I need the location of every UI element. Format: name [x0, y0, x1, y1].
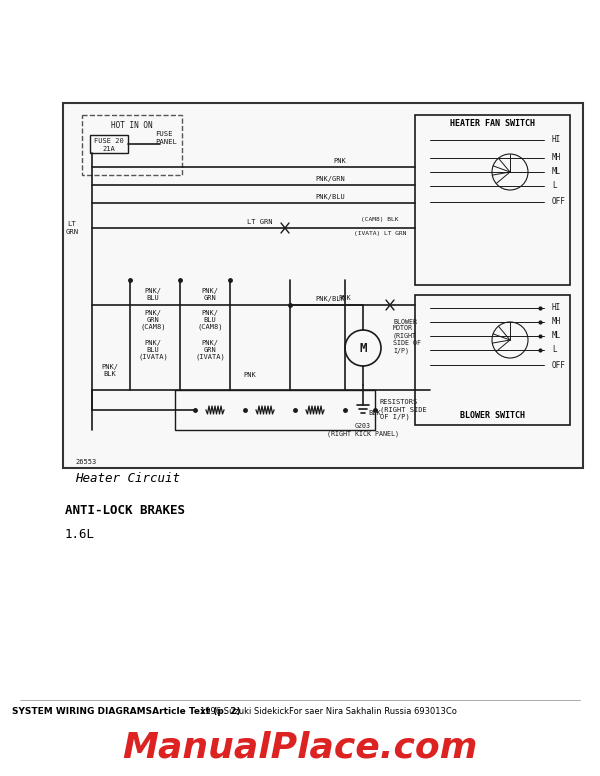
Text: HI: HI — [552, 136, 561, 144]
Text: FUSE
PANEL: FUSE PANEL — [155, 131, 177, 144]
Text: BLOWER
MOTOR
(RIGHT
SIDE OF
I/P): BLOWER MOTOR (RIGHT SIDE OF I/P) — [393, 318, 421, 354]
Text: HI: HI — [552, 303, 561, 313]
Text: M: M — [359, 341, 367, 355]
Text: (IVATA) LT GRN: (IVATA) LT GRN — [354, 230, 406, 235]
Bar — [82, 115, 182, 175]
Text: PNK/
GRN
(CAM8): PNK/ GRN (CAM8) — [140, 310, 166, 331]
Text: HEATER FAN SWITCH: HEATER FAN SWITCH — [450, 120, 535, 129]
Text: BLK: BLK — [368, 410, 381, 416]
Text: PNK/
BLK: PNK/ BLK — [101, 363, 119, 376]
Text: PNK/
GRN: PNK/ GRN — [202, 289, 218, 302]
Text: PNK/
BLU
(IVATA): PNK/ BLU (IVATA) — [138, 340, 168, 360]
Text: ManualPlace.com: ManualPlace.com — [122, 731, 478, 765]
Text: 21A: 21A — [103, 146, 115, 152]
Text: (CAM8) BLK: (CAM8) BLK — [361, 217, 399, 223]
Text: SYSTEM WIRING DIAGRAMSArticle Text (p. 2): SYSTEM WIRING DIAGRAMSArticle Text (p. 2… — [12, 708, 241, 716]
Bar — [415, 295, 570, 425]
Text: PNK/
GRN
(IVATA): PNK/ GRN (IVATA) — [195, 340, 225, 360]
Text: PNK/BLU: PNK/BLU — [315, 194, 345, 200]
Text: PNK/
BLU: PNK/ BLU — [145, 289, 161, 302]
Text: BLOWER SWITCH: BLOWER SWITCH — [460, 411, 525, 420]
Text: PNK/BLK: PNK/BLK — [315, 296, 345, 302]
Text: HOT IN ON: HOT IN ON — [111, 120, 153, 130]
Text: 1.6L: 1.6L — [65, 528, 95, 542]
Bar — [175, 390, 375, 430]
Text: OFF: OFF — [552, 198, 566, 206]
Text: MH: MH — [552, 317, 561, 327]
Text: 26553: 26553 — [75, 459, 96, 465]
Bar — [415, 115, 570, 285]
Text: G203
(RIGHT KICK PANEL): G203 (RIGHT KICK PANEL) — [327, 423, 399, 437]
Text: OFF: OFF — [552, 361, 566, 369]
Text: RESISTORS
(RIGHT SIDE
OF I/P): RESISTORS (RIGHT SIDE OF I/P) — [380, 400, 427, 421]
Text: Heater Circuit: Heater Circuit — [75, 472, 180, 484]
Text: LT GRN: LT GRN — [247, 219, 273, 225]
Text: PNK: PNK — [334, 158, 346, 164]
Text: ML: ML — [552, 331, 561, 341]
Text: 1996 Suzuki SidekickFor saer Nira Sakhalin Russia 693013Co: 1996 Suzuki SidekickFor saer Nira Sakhal… — [200, 708, 457, 716]
Text: ML: ML — [552, 168, 561, 176]
Text: ANTI-LOCK BRAKES: ANTI-LOCK BRAKES — [65, 504, 185, 517]
Bar — [90, 135, 128, 153]
Text: FUSE 20: FUSE 20 — [94, 138, 124, 144]
Text: PNK: PNK — [244, 372, 256, 378]
Text: L: L — [552, 345, 557, 355]
Bar — [63, 103, 583, 468]
Text: PNK/
BLU
(CAM8): PNK/ BLU (CAM8) — [197, 310, 223, 331]
Text: MH: MH — [552, 154, 561, 162]
Text: L: L — [552, 182, 557, 190]
Text: LT
GRN: LT GRN — [65, 221, 79, 234]
Text: PNK/GRN: PNK/GRN — [315, 176, 345, 182]
Text: PNK: PNK — [338, 295, 352, 301]
